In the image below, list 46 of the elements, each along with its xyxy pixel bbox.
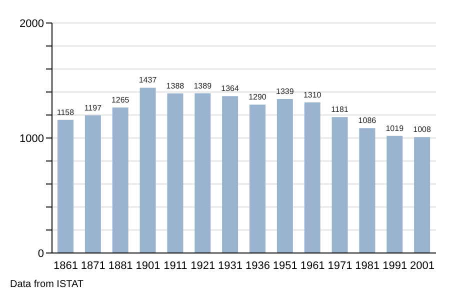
data-label: 1364 [221,84,240,94]
data-label: 1388 [166,81,185,90]
x-tick-label: 1971 [328,260,352,272]
bar [414,137,430,253]
x-tick-label: 1871 [80,260,106,272]
bar [386,136,403,253]
y-tick-label: 2000 [20,18,44,30]
data-label: 1019 [386,124,404,133]
y-tick-label: 0 [38,248,44,260]
x-tick-label: 1991 [382,260,408,272]
x-tick-label: 1931 [218,260,243,272]
data-label: 1389 [194,81,212,90]
data-label: 1181 [331,105,349,114]
data-label: 1290 [248,92,267,102]
bar [359,128,376,253]
data-label: 1197 [84,103,102,112]
x-tick-label: 1881 [108,260,133,272]
x-tick-label: 1936 [245,260,270,272]
x-tick-label: 1911 [164,260,188,272]
data-label: 1339 [276,87,294,96]
data-label: 1086 [358,116,377,126]
bar [194,93,211,253]
data-label: 1310 [303,90,322,100]
data-label: 1265 [111,96,130,105]
x-tick-label: 1951 [272,260,298,272]
x-tick-label: 1861 [53,260,78,272]
bar [140,88,156,253]
bar [112,108,128,253]
bar [249,104,266,253]
x-tick-label: 1961 [300,260,325,272]
data-label: 1158 [56,108,75,117]
x-tick-label: 1901 [136,260,160,272]
x-tick-label: 1921 [190,260,216,272]
data-label: 1008 [413,125,432,134]
y-tick-label: 1000 [20,132,44,145]
bar [84,115,101,253]
x-tick-label: 2001 [410,260,435,272]
bar [276,99,293,253]
bar [57,120,74,253]
bar [332,117,348,253]
text: Data from ISTAT [10,279,85,290]
x-tick-label: 1981 [355,260,380,272]
bar [222,96,238,253]
bar [167,93,184,253]
bar [304,102,320,253]
data-label: 1437 [138,76,158,85]
